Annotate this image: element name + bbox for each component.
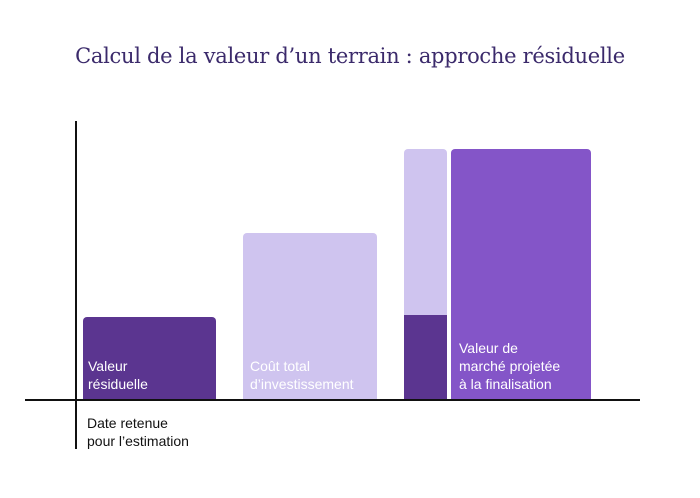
projected-market-value-bar xyxy=(451,149,591,400)
residual-value-label: Valeur résiduelle xyxy=(88,358,148,392)
vertical-axis xyxy=(75,121,77,449)
valuation-date-caption: Date retenue pour l’estimation xyxy=(87,415,189,449)
projected-market-value-label: Valeur de marché projetée à la finalisat… xyxy=(459,340,561,392)
horizontal-axis xyxy=(25,399,640,401)
stacked-residual-segment xyxy=(404,315,447,400)
chart-title: Calcul de la valeur d’un terrain : appro… xyxy=(75,44,625,68)
total-investment-label: Coût total d’investissement xyxy=(250,358,354,392)
residual-value-bar xyxy=(83,317,216,400)
total-investment-bar xyxy=(243,233,377,400)
